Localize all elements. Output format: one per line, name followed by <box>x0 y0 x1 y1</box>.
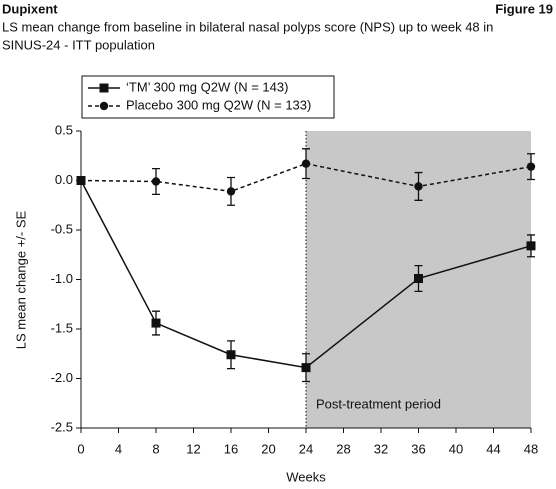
data-point <box>226 187 236 196</box>
data-point <box>301 159 311 168</box>
legend-label: ‘TM’ 300 mg Q2W (N = 143) <box>126 79 288 94</box>
data-point <box>414 182 423 191</box>
x-tick-label: 24 <box>299 441 313 456</box>
y-tick-label: -1.0 <box>51 271 73 286</box>
x-axis-label: Weeks <box>286 469 326 484</box>
header-right: Figure 19 <box>495 1 553 16</box>
data-point <box>526 241 536 251</box>
y-tick-label: 0.0 <box>55 172 73 187</box>
y-axis-label: LS mean change +/- SE <box>13 210 28 349</box>
data-point <box>151 318 161 328</box>
data-point <box>414 274 423 284</box>
x-tick-label: 12 <box>186 441 200 456</box>
legend-label: Placebo 300 mg Q2W (N = 133) <box>126 97 311 112</box>
series-line <box>80 180 532 369</box>
header-left: Dupixent <box>2 1 58 16</box>
y-tick-label: 0.5 <box>55 122 73 137</box>
y-tick-label: -1.5 <box>51 320 73 335</box>
legend-box <box>81 75 335 119</box>
y-tick-label: -0.5 <box>51 221 73 236</box>
data-point <box>151 177 161 186</box>
y-tick-label: -2.5 <box>51 419 73 434</box>
chart-title: LS mean change from baseline in bilatera… <box>2 19 493 34</box>
x-tick-label: 32 <box>374 441 388 456</box>
x-tick-label: 4 <box>115 441 122 456</box>
series-line <box>80 162 532 193</box>
x-tick-label: 48 <box>524 441 538 456</box>
region-label: Post-treatment period <box>316 396 441 411</box>
data-point <box>76 176 86 185</box>
x-tick-label: 44 <box>486 441 500 456</box>
data-point <box>301 363 311 373</box>
chart-title: SINUS-24 - ITT population <box>2 37 155 52</box>
data-point <box>226 350 236 360</box>
x-tick-label: 40 <box>449 441 463 456</box>
x-tick-label: 20 <box>261 441 275 456</box>
x-tick-label: 36 <box>411 441 425 456</box>
data-point <box>526 162 536 171</box>
x-tick-label: 0 <box>77 441 84 456</box>
legend-marker <box>99 83 109 93</box>
x-tick-label: 16 <box>224 441 238 456</box>
y-tick-label: -2.0 <box>51 370 73 385</box>
x-tick-label: 28 <box>336 441 350 456</box>
legend-marker <box>99 101 109 111</box>
x-tick-label: 8 <box>152 441 159 456</box>
